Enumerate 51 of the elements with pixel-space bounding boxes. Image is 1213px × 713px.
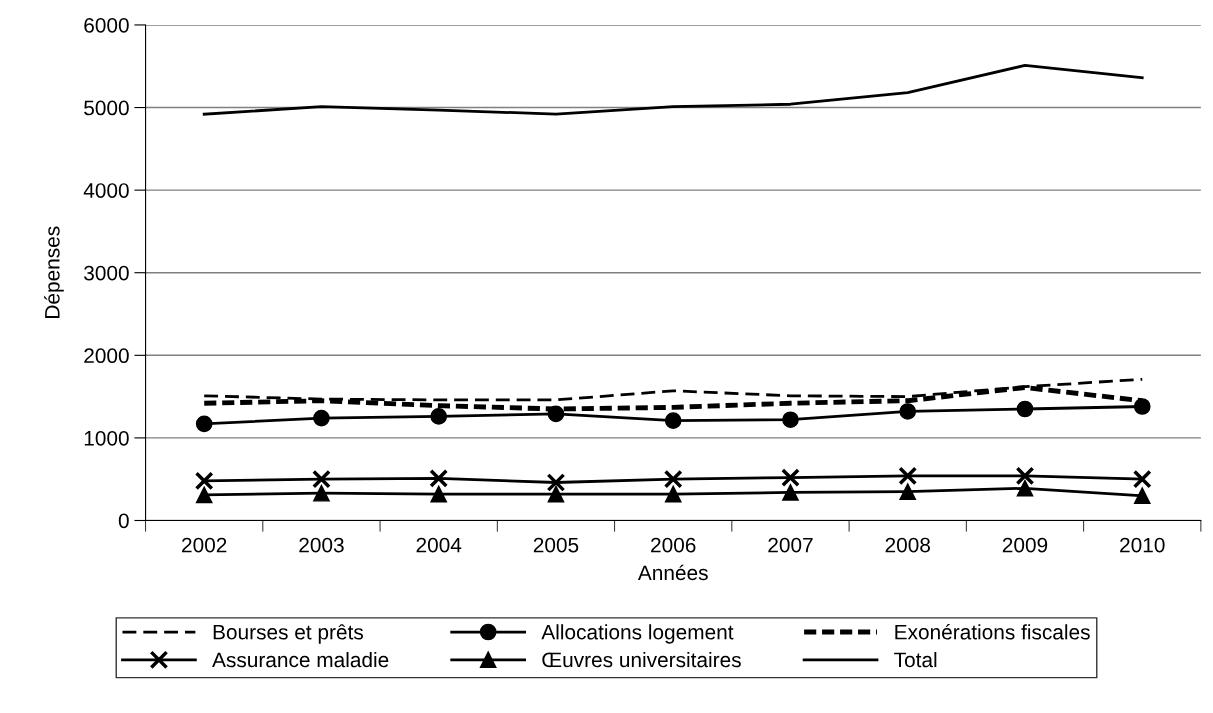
y-tick-label: 6000: [84, 17, 129, 33]
x-axis-title: Années: [637, 564, 708, 581]
point: [313, 484, 330, 502]
point: [547, 485, 565, 503]
x-tick-label: 2009: [1002, 537, 1048, 553]
y-tick-label: 4000: [83, 183, 129, 198]
point: [898, 466, 918, 486]
y-tick-label: 2000: [84, 348, 129, 364]
x-tick-label: 2008: [885, 537, 930, 553]
point: [1015, 466, 1035, 486]
point: [1016, 479, 1034, 497]
point: [430, 408, 448, 425]
point: [782, 484, 799, 501]
point: [663, 469, 683, 489]
legend-label: Allocations logement: [541, 624, 734, 644]
x-tick-label: 2003: [299, 537, 344, 553]
point: [664, 485, 682, 503]
point: [546, 473, 566, 492]
point: [899, 403, 917, 420]
point: [1133, 487, 1151, 505]
point: [1132, 469, 1152, 489]
y-tick-label: 1000: [84, 430, 129, 446]
y-tick-label: 3000: [84, 265, 129, 281]
point: [429, 468, 449, 488]
x-tick-label: 2006: [651, 537, 696, 553]
x-tick-label: 2002: [182, 537, 227, 553]
point: [195, 486, 213, 504]
point: [1016, 400, 1034, 418]
x-tick-label: 2010: [1120, 537, 1165, 553]
y-tick-label: 0: [118, 513, 129, 529]
x-tick-label: 2005: [533, 537, 579, 553]
point: [312, 469, 331, 489]
point: [195, 415, 213, 433]
point: [313, 409, 330, 427]
y-axis-title: Dépenses: [44, 226, 64, 318]
legend-label: Œuvres universitaires: [542, 651, 741, 668]
legend-label: Total: [894, 651, 937, 668]
legend-label: Assurance maladie: [212, 651, 389, 668]
point: [781, 468, 800, 487]
legend-label: Exonérations fiscales: [895, 623, 1090, 640]
point: [664, 412, 682, 429]
point: [194, 471, 214, 491]
x-tick-label: 2007: [768, 537, 813, 553]
point: [899, 483, 917, 500]
line-series: [202, 64, 1144, 116]
x-tick-label: 2004: [416, 537, 462, 553]
point: [430, 485, 448, 503]
point: [1133, 398, 1151, 415]
point: [782, 411, 799, 429]
y-tick-label: 5000: [84, 100, 129, 116]
legend-label: Bourses et prêts: [213, 624, 363, 644]
